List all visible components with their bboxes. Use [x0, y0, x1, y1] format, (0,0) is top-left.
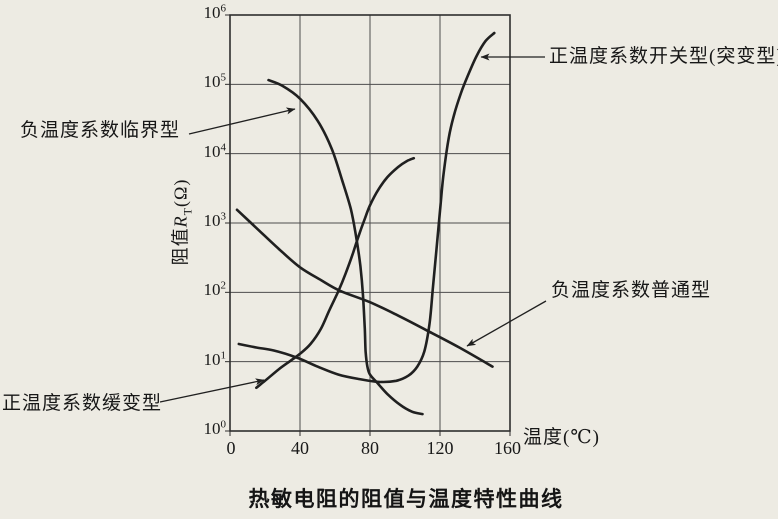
annotation-arrows: [159, 53, 547, 403]
y-tick-label-10e0: 100: [203, 418, 227, 438]
y-tick-label-10e1: 101: [203, 349, 227, 369]
y-tick-label-10e5: 105: [203, 71, 227, 92]
callout-ptc-gradual: 正温度系数缓变型: [2, 393, 163, 414]
callout-ntc-critical: 负温度系数临界型: [20, 120, 181, 141]
curve-ptc-switching: [237, 31, 496, 384]
y-axis-unit: (Ω): [170, 178, 191, 208]
callout-ptc-switching: 正温度系数开关型(突变型): [549, 46, 778, 67]
callout-ntc-ordinary: 负温度系数普通型: [551, 280, 712, 301]
y-tick-label-10e3: 103: [203, 210, 227, 230]
plot-border: [229, 14, 511, 432]
x-axis-title: 温度(℃): [523, 427, 600, 448]
curve-ntc-critical: [267, 78, 424, 416]
x-tick-label-160: 160: [494, 438, 521, 458]
figure-caption: 热敏电阻的阻值与温度特性曲线: [248, 487, 564, 511]
y-axis-title-prefix: 阻值: [170, 227, 191, 266]
x-tick-label-120: 120: [426, 438, 454, 458]
arrow-ptc-gradual: [159, 378, 265, 403]
x-tick-label-80: 80: [361, 438, 379, 458]
arrow-ntc-critical: [188, 107, 296, 135]
x-tick-label-40: 40: [291, 438, 309, 458]
y-tick-label-10e2: 102: [203, 279, 227, 300]
y-tick-label-10e4: 104: [203, 141, 227, 161]
arrow-ntc-ordinary: [466, 300, 547, 347]
x-tick-label-0: 0: [226, 438, 236, 458]
curve-ptc-gradual: [255, 156, 416, 390]
y-tick-label-10e6: 106: [203, 2, 227, 22]
curve-ntc-ordinary: [235, 208, 494, 368]
curves: [235, 31, 496, 416]
